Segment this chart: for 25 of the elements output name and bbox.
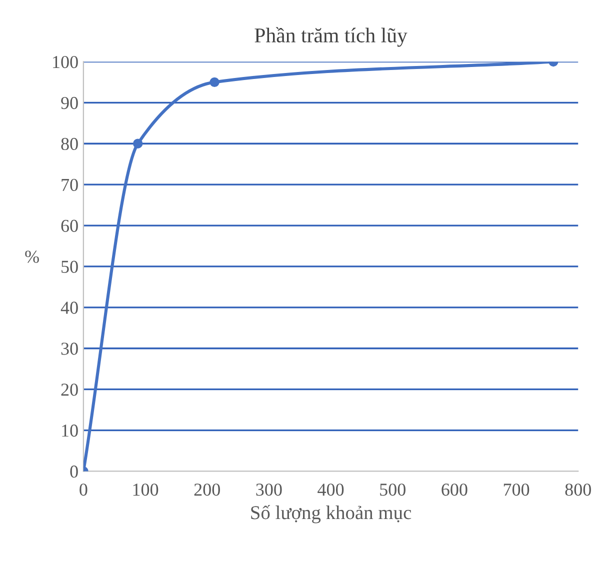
y-tick-label: 80 [61,138,78,150]
y-axis-title: % [25,250,39,263]
y-tick-label: 10 [62,424,78,437]
y-tick-label: 90 [61,96,78,110]
x-tick-label: 800 [565,484,591,496]
x-tick-label: 200 [194,484,220,496]
chart-title: Phần trăm tích lũy [254,27,408,47]
x-axis-title: Số lượng khoản mục [251,504,412,524]
y-tick-label: 0 [70,465,78,478]
y-tick-label: 70 [62,178,78,192]
y-tick-label: 60 [61,220,78,232]
y-tick-label: 100 [53,56,78,68]
x-tick-label: 0 [80,484,88,496]
x-tick-label: 400 [318,484,344,496]
y-tick-label: 40 [60,302,78,314]
x-tick-label: 700 [504,484,530,496]
y-tick-label: 20 [61,384,78,396]
point [132,138,143,148]
point [210,77,220,88]
x-tick-label: 100 [133,484,158,496]
y-tick-label: 50 [62,260,78,273]
x-tick-label: 300 [256,484,282,496]
x-tick-label: 600 [442,484,468,496]
x-tick-label: 500 [380,484,406,496]
y-tick-label: 30 [61,342,78,355]
